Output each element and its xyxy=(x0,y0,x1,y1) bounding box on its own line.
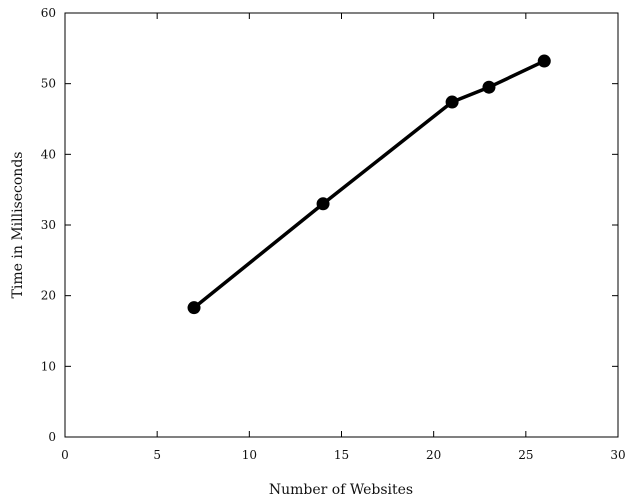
data-point xyxy=(537,54,551,68)
y-tick-label: 40 xyxy=(41,147,56,161)
x-axis-label: Number of Websites xyxy=(269,482,413,498)
y-tick-label: 50 xyxy=(41,77,56,91)
x-axis-tick-labels: 0 5 10 15 20 25 30 xyxy=(61,448,625,462)
y-tick-label: 0 xyxy=(48,430,56,444)
x-tick-label: 10 xyxy=(242,448,257,462)
y-tick-label: 60 xyxy=(41,6,56,20)
x-tick-label: 5 xyxy=(153,448,161,462)
x-axis-ticks xyxy=(64,13,619,437)
data-point xyxy=(316,197,330,211)
series-line xyxy=(192,59,547,310)
y-tick-label: 10 xyxy=(41,359,56,373)
y-axis-ticks xyxy=(65,12,618,438)
plot-frame xyxy=(64,12,619,438)
data-point xyxy=(187,301,201,315)
series-lines xyxy=(192,59,547,310)
x-tick-label: 20 xyxy=(426,448,441,462)
series-points xyxy=(187,54,551,315)
y-axis-tick-labels: 0 10 20 30 40 50 60 xyxy=(41,6,56,444)
data-point xyxy=(445,95,459,109)
x-tick-label: 25 xyxy=(518,448,533,462)
y-axis-label: Time in Milliseconds xyxy=(10,152,26,299)
y-tick-label: 20 xyxy=(41,289,56,303)
y-tick-label: 30 xyxy=(41,218,56,232)
x-tick-label: 30 xyxy=(610,448,625,462)
data-point xyxy=(482,80,496,94)
x-tick-label: 15 xyxy=(334,448,349,462)
x-tick-label: 0 xyxy=(61,448,69,462)
